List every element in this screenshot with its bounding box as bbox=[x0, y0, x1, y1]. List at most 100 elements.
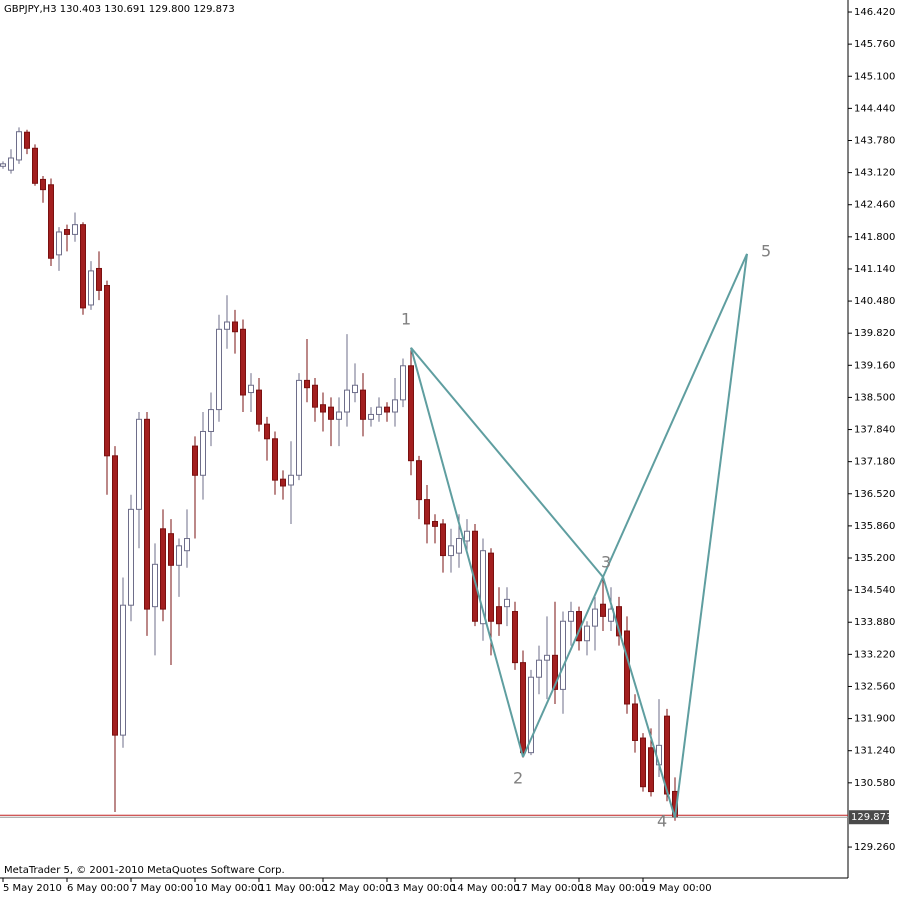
candle-body bbox=[528, 676, 534, 754]
candle-body bbox=[0, 163, 6, 167]
candle-body bbox=[72, 224, 78, 235]
pattern-line bbox=[674, 253, 748, 818]
y-tick-label: 135.200 bbox=[854, 553, 895, 564]
y-tick-label: 146.420 bbox=[854, 7, 895, 18]
x-tick-label: 7 May 00:00 bbox=[131, 883, 193, 894]
candle-body bbox=[312, 384, 318, 408]
candle-body bbox=[320, 404, 326, 413]
candle-body bbox=[560, 620, 566, 690]
candle-body bbox=[272, 438, 278, 481]
candle-body bbox=[368, 413, 374, 420]
candle-body bbox=[288, 474, 294, 486]
candle-body bbox=[176, 545, 182, 566]
y-tick-label: 144.440 bbox=[854, 103, 895, 114]
x-tick-label: 11 May 00:00 bbox=[259, 883, 328, 894]
y-tick-label: 137.840 bbox=[854, 425, 895, 436]
candle-body bbox=[128, 508, 134, 606]
candle-body bbox=[624, 630, 630, 705]
candle-body bbox=[184, 538, 190, 552]
candle-body bbox=[496, 606, 502, 625]
y-tick-label: 141.140 bbox=[854, 264, 895, 275]
y-tick-label: 129.260 bbox=[854, 842, 895, 853]
x-tick-label: 6 May 00:00 bbox=[67, 883, 129, 894]
candle-body bbox=[416, 460, 422, 501]
candle-body bbox=[96, 267, 102, 291]
y-tick-label: 132.560 bbox=[854, 681, 895, 692]
candle-body bbox=[8, 157, 14, 171]
candle-body bbox=[400, 365, 406, 401]
pattern-line bbox=[410, 347, 524, 758]
candle-body bbox=[32, 147, 38, 184]
candle-body bbox=[304, 379, 310, 389]
y-tick-label: 145.760 bbox=[854, 39, 895, 50]
candle-body bbox=[144, 418, 150, 610]
y-tick-label: 143.120 bbox=[854, 168, 895, 179]
chart-title: GBPJPY,H3 130.403 130.691 129.800 129.87… bbox=[4, 4, 235, 15]
y-tick-label: 131.240 bbox=[854, 746, 895, 757]
candle-body bbox=[344, 389, 350, 413]
candle-body bbox=[648, 747, 654, 793]
candle-body bbox=[152, 563, 158, 608]
candle-body bbox=[464, 530, 470, 542]
pattern-label: 3 bbox=[601, 552, 611, 571]
candle-body bbox=[408, 365, 414, 462]
candle-body bbox=[256, 389, 262, 425]
candle-body bbox=[16, 131, 22, 161]
last-price-label: 129.873 bbox=[851, 812, 892, 823]
candle-body bbox=[24, 131, 30, 149]
y-tick-label: 134.540 bbox=[854, 585, 895, 596]
pattern-line bbox=[522, 576, 604, 758]
y-tick-label: 139.820 bbox=[854, 328, 895, 339]
candle-body bbox=[216, 328, 222, 411]
candle-body bbox=[376, 406, 382, 415]
candle-body bbox=[488, 552, 494, 622]
candle-body bbox=[504, 598, 510, 608]
last-price-box bbox=[849, 810, 889, 825]
candle-body bbox=[392, 399, 398, 413]
pattern-line bbox=[410, 347, 604, 578]
candle-body bbox=[640, 737, 646, 788]
candle-body bbox=[296, 379, 302, 476]
x-tick-label: 13 May 00:00 bbox=[387, 883, 456, 894]
pattern-label: 4 bbox=[657, 811, 667, 830]
x-tick-label: 5 May 2010 bbox=[3, 883, 62, 894]
y-tick-label: 138.500 bbox=[854, 392, 895, 403]
candle-body bbox=[120, 604, 126, 736]
x-tick-label: 14 May 00:00 bbox=[451, 883, 520, 894]
candle-body bbox=[224, 321, 230, 330]
y-tick-label: 135.860 bbox=[854, 521, 895, 532]
candle-body bbox=[536, 659, 542, 678]
candle-body bbox=[440, 523, 446, 557]
candle-body bbox=[192, 445, 198, 476]
candle-body bbox=[160, 528, 166, 610]
candle-body bbox=[448, 545, 454, 557]
candle-body bbox=[592, 608, 598, 627]
candle-body bbox=[80, 224, 86, 309]
y-tick-label: 140.480 bbox=[854, 296, 895, 307]
candle-body bbox=[552, 654, 558, 690]
candle-body bbox=[512, 611, 518, 664]
candle-body bbox=[112, 455, 118, 736]
candle-body bbox=[280, 478, 286, 487]
x-tick-label: 17 May 00:00 bbox=[515, 883, 584, 894]
pattern-line bbox=[602, 253, 748, 578]
x-tick-label: 10 May 00:00 bbox=[195, 883, 264, 894]
candle-body bbox=[328, 406, 334, 420]
candle-body bbox=[240, 328, 246, 396]
candle-body bbox=[88, 270, 94, 306]
candle-body bbox=[208, 409, 214, 432]
candle-body bbox=[40, 178, 46, 191]
y-tick-label: 139.160 bbox=[854, 360, 895, 371]
y-tick-label: 142.460 bbox=[854, 200, 895, 211]
candle-body bbox=[384, 406, 390, 413]
y-tick-label: 143.780 bbox=[854, 135, 895, 146]
candle-body bbox=[248, 384, 254, 394]
pattern-label: 5 bbox=[761, 241, 771, 260]
candle-body bbox=[104, 284, 110, 457]
y-tick-label: 133.220 bbox=[854, 649, 895, 660]
candle-body bbox=[584, 625, 590, 642]
candle-body bbox=[432, 521, 438, 527]
candle-body bbox=[544, 654, 550, 661]
y-tick-label: 136.520 bbox=[854, 489, 895, 500]
